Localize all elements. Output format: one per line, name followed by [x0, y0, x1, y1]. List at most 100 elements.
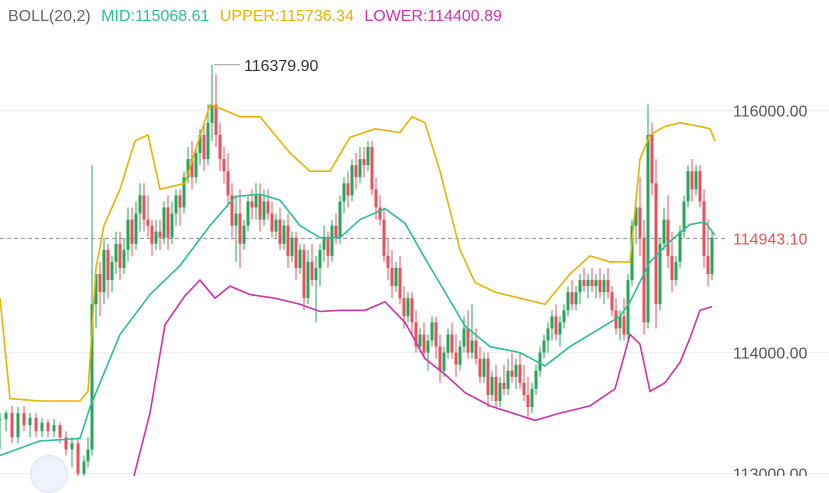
candle-body [458, 346, 462, 365]
mid-band-line [0, 193, 716, 457]
candle-body [434, 322, 438, 347]
candle-body [310, 261, 314, 281]
floating-action-button[interactable] [30, 455, 68, 493]
candle-body [558, 322, 562, 335]
candle-body [182, 177, 186, 208]
candle-body [398, 267, 402, 299]
y-tick-label: 113000.00 [733, 467, 808, 476]
candle-body [430, 322, 434, 341]
candle-body [226, 171, 230, 196]
candle-body [478, 358, 482, 377]
high-marker: 116379.90 [214, 58, 319, 75]
candle-body [34, 417, 38, 432]
candle-body [158, 231, 162, 238]
candle-body [246, 201, 250, 226]
candle-body [442, 352, 446, 371]
candle-body [658, 243, 662, 305]
candle-body [554, 316, 558, 335]
candle-body [622, 316, 626, 335]
candle-body [650, 134, 654, 184]
candle-body [354, 165, 358, 178]
candle-body [594, 280, 598, 287]
candle-body [702, 201, 706, 256]
candle-body [126, 219, 130, 250]
candle-body [134, 213, 138, 244]
candle-body [414, 322, 418, 347]
candle-body [694, 171, 698, 190]
candle-body [202, 134, 206, 160]
candle-body [218, 134, 222, 160]
candle-body [302, 249, 306, 299]
candle-body [698, 171, 702, 202]
candle-body [110, 261, 114, 281]
candle-body [338, 201, 342, 238]
candle-body [630, 225, 634, 281]
upper-label: UPPER:115736.34 [219, 8, 354, 25]
candle-body [290, 237, 294, 256]
y-axis: 116000.00 114000.00 113000.00 [733, 104, 808, 476]
y-tick-label: 114000.00 [733, 346, 808, 363]
candle-body [330, 225, 334, 256]
candle-body [690, 171, 694, 190]
candle-body [114, 243, 118, 262]
upper-band-line [0, 103, 716, 402]
candle-body [438, 346, 442, 371]
candle-body [90, 304, 94, 450]
candle-body [490, 376, 494, 395]
candle-body [178, 195, 182, 208]
candle-body [222, 159, 226, 172]
candle-body [242, 225, 246, 244]
candle-body [146, 219, 150, 226]
candle-body [610, 292, 614, 311]
indicator-name: BOLL(20,2) [8, 8, 91, 25]
candle-body [346, 183, 350, 196]
candle-body [370, 147, 374, 190]
candle-body [230, 195, 234, 226]
candle-body [76, 443, 80, 474]
candle-body [582, 280, 586, 287]
candle-body [326, 237, 330, 256]
candle-body [666, 219, 670, 256]
candle-body [670, 255, 674, 281]
candle-body [258, 195, 262, 220]
candle-body [590, 280, 594, 287]
candle-body [28, 417, 32, 426]
candle-body [570, 292, 574, 305]
candle-body [46, 422, 50, 432]
candle-body [506, 370, 510, 389]
candle-body [514, 364, 518, 377]
candle-body [186, 159, 190, 178]
candle-body [526, 394, 530, 408]
candle-body [562, 310, 566, 323]
candle-body [214, 104, 218, 135]
candle-body [358, 159, 362, 178]
candle-body [58, 425, 62, 438]
candle-body [350, 165, 354, 196]
candle-body [102, 249, 106, 293]
candle-body [474, 340, 478, 359]
candle-body [334, 225, 338, 238]
candle-body [318, 249, 322, 268]
candle-body [486, 358, 490, 395]
candle-body [282, 225, 286, 244]
candle-body [626, 280, 630, 335]
candle-body [574, 292, 578, 305]
candle-body [254, 195, 258, 208]
candle-body [598, 280, 602, 293]
candle-body [530, 388, 534, 408]
candle-body [250, 201, 254, 208]
candle-body [482, 358, 486, 377]
candle-body [406, 298, 410, 317]
candle-body [426, 340, 430, 353]
candle-body [234, 213, 238, 226]
last-price-label: 114943.10 [733, 232, 808, 249]
candle-body [86, 449, 90, 462]
candle-body [386, 255, 390, 268]
candle-body [498, 382, 502, 402]
candle-body [198, 134, 202, 154]
candle-body [382, 219, 386, 256]
candlestick-chart[interactable]: 116000.00 114000.00 113000.00 116379.90 11… [0, 0, 829, 476]
candle-body [52, 425, 56, 432]
lower-label: LOWER:114400.89 [364, 8, 502, 25]
candle-body [662, 219, 666, 244]
